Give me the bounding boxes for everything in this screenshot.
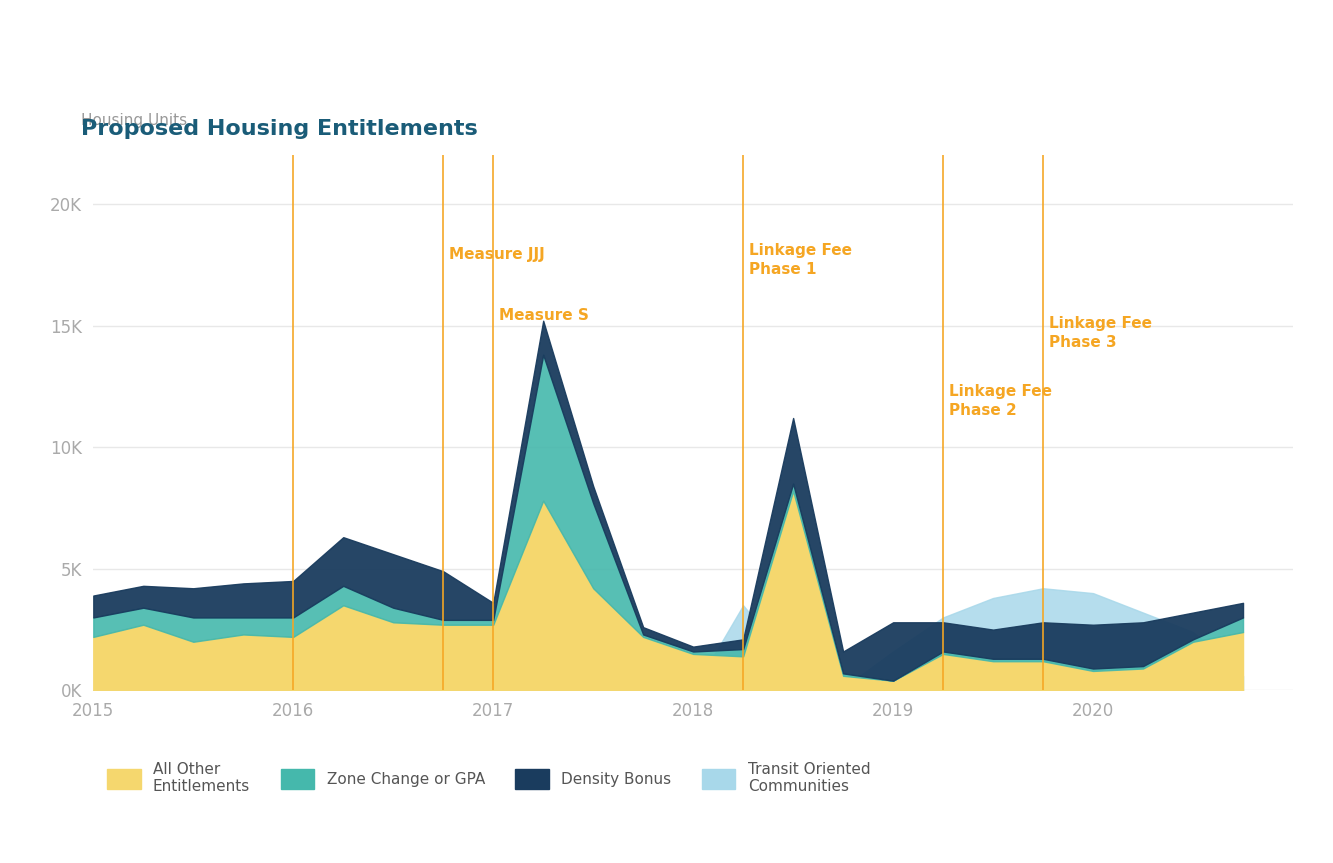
Legend: All Other
Entitlements, Zone Change or GPA, Density Bonus, Transit Oriented
Comm: All Other Entitlements, Zone Change or G… [101,756,876,801]
Text: Measure JJJ: Measure JJJ [449,248,545,262]
Text: Proposed Housing Entitlements: Proposed Housing Entitlements [81,118,479,138]
Text: Linkage Fee
Phase 2: Linkage Fee Phase 2 [949,384,1052,418]
Text: Linkage Fee
Phase 1: Linkage Fee Phase 1 [749,243,852,277]
Text: Housing Units: Housing Units [81,112,188,128]
Text: Measure S: Measure S [499,308,589,323]
Text: Linkage Fee
Phase 3: Linkage Fee Phase 3 [1049,317,1152,350]
